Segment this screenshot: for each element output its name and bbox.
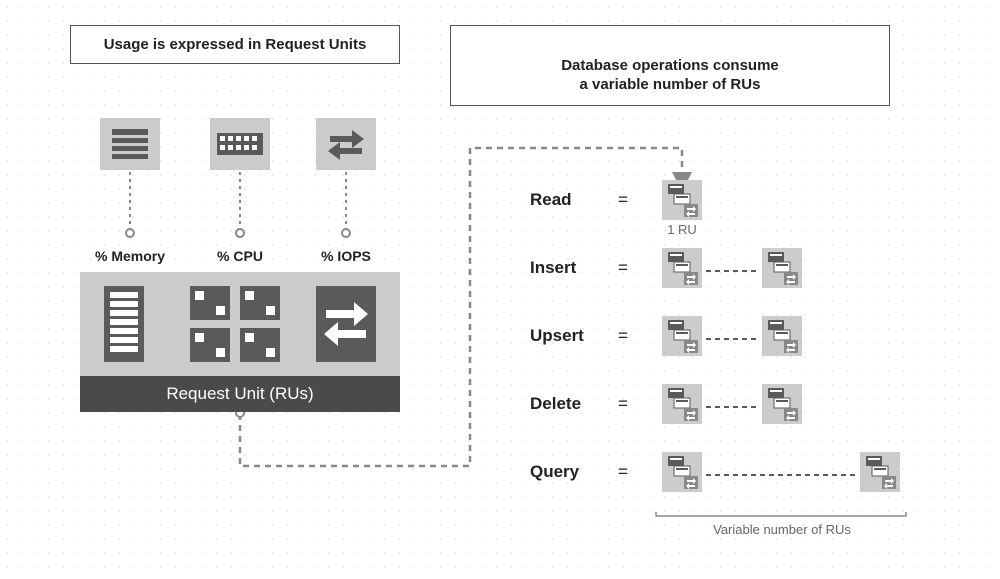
ru-footer-text: Request Unit (RUs) xyxy=(166,384,313,403)
ru-token-icon xyxy=(762,316,802,361)
ru-token-icon xyxy=(762,384,802,429)
ru-token-icon xyxy=(662,316,702,361)
token-spread-dash xyxy=(706,334,766,344)
op-label-read: Read xyxy=(530,190,572,210)
memory-label: % Memory xyxy=(88,248,172,264)
ru-footer: Request Unit (RUs) xyxy=(80,376,400,412)
token-spread-dash xyxy=(706,470,864,480)
equals-sign: = xyxy=(618,258,628,278)
op-label-upsert: Upsert xyxy=(530,326,584,346)
op-label-insert: Insert xyxy=(530,258,576,278)
op-label-delete: Delete xyxy=(530,394,581,414)
connector-dot xyxy=(341,228,351,238)
ru-box xyxy=(80,272,400,376)
connector-dot xyxy=(235,228,245,238)
ru-token-icon xyxy=(860,452,900,497)
op-label-query: Query xyxy=(530,462,579,482)
equals-sign: = xyxy=(618,190,628,210)
ru-token-icon xyxy=(762,248,802,293)
variable-rus-caption: Variable number of RUs xyxy=(652,522,912,537)
connector-dot xyxy=(125,228,135,238)
ru-token-icon xyxy=(662,248,702,293)
equals-sign: = xyxy=(618,462,628,482)
equals-sign: = xyxy=(618,326,628,346)
equals-sign: = xyxy=(618,394,628,414)
token-spread-dash xyxy=(706,402,766,412)
cpu-label: % CPU xyxy=(204,248,276,264)
iops-label: % IOPS xyxy=(310,248,382,264)
ru-token-icon xyxy=(662,384,702,429)
ru-token-icon xyxy=(662,180,702,225)
ru-token-icon xyxy=(662,452,702,497)
token-spread-dash xyxy=(706,266,766,276)
ru-sublabel: 1 RU xyxy=(660,222,704,237)
